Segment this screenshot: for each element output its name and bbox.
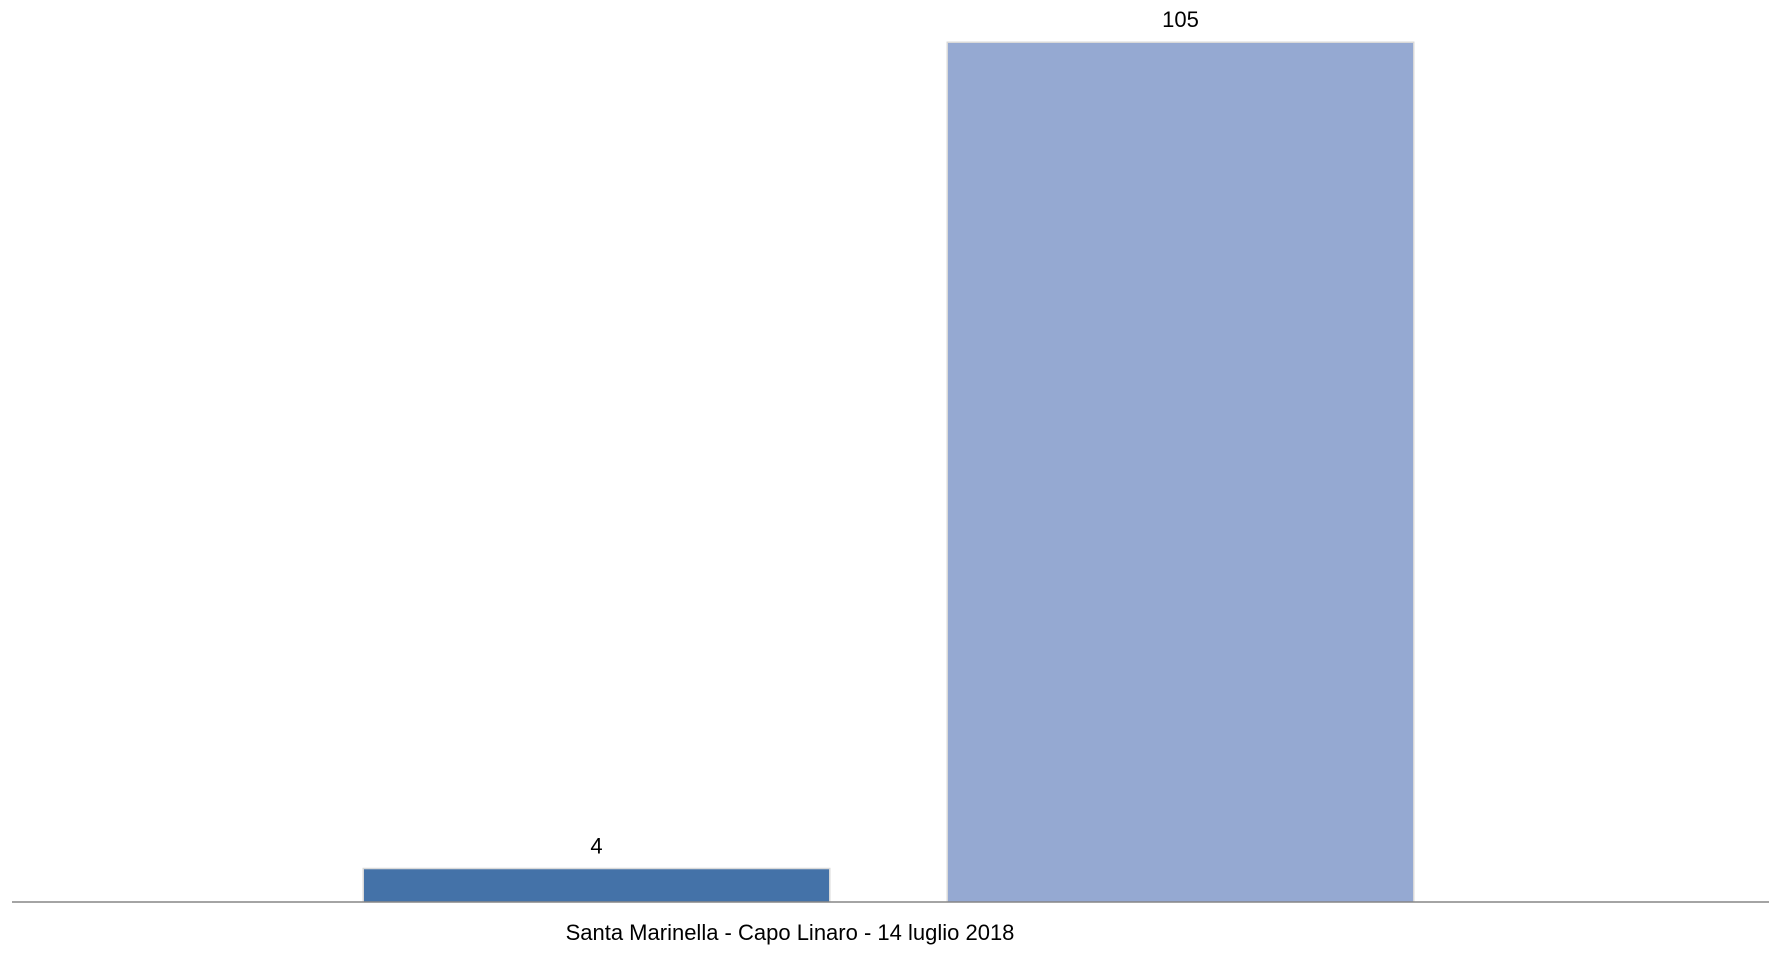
- data-label-1: 4: [590, 833, 602, 858]
- bars-layer: [362, 41, 1415, 902]
- data-label-2: 105: [1162, 7, 1199, 32]
- data-labels-layer: 4 105: [590, 7, 1198, 858]
- bar-1: [364, 869, 829, 902]
- x-category-label: Santa Marinella - Capo Linaro - 14 lugli…: [566, 920, 1015, 945]
- bar-2: [948, 43, 1413, 902]
